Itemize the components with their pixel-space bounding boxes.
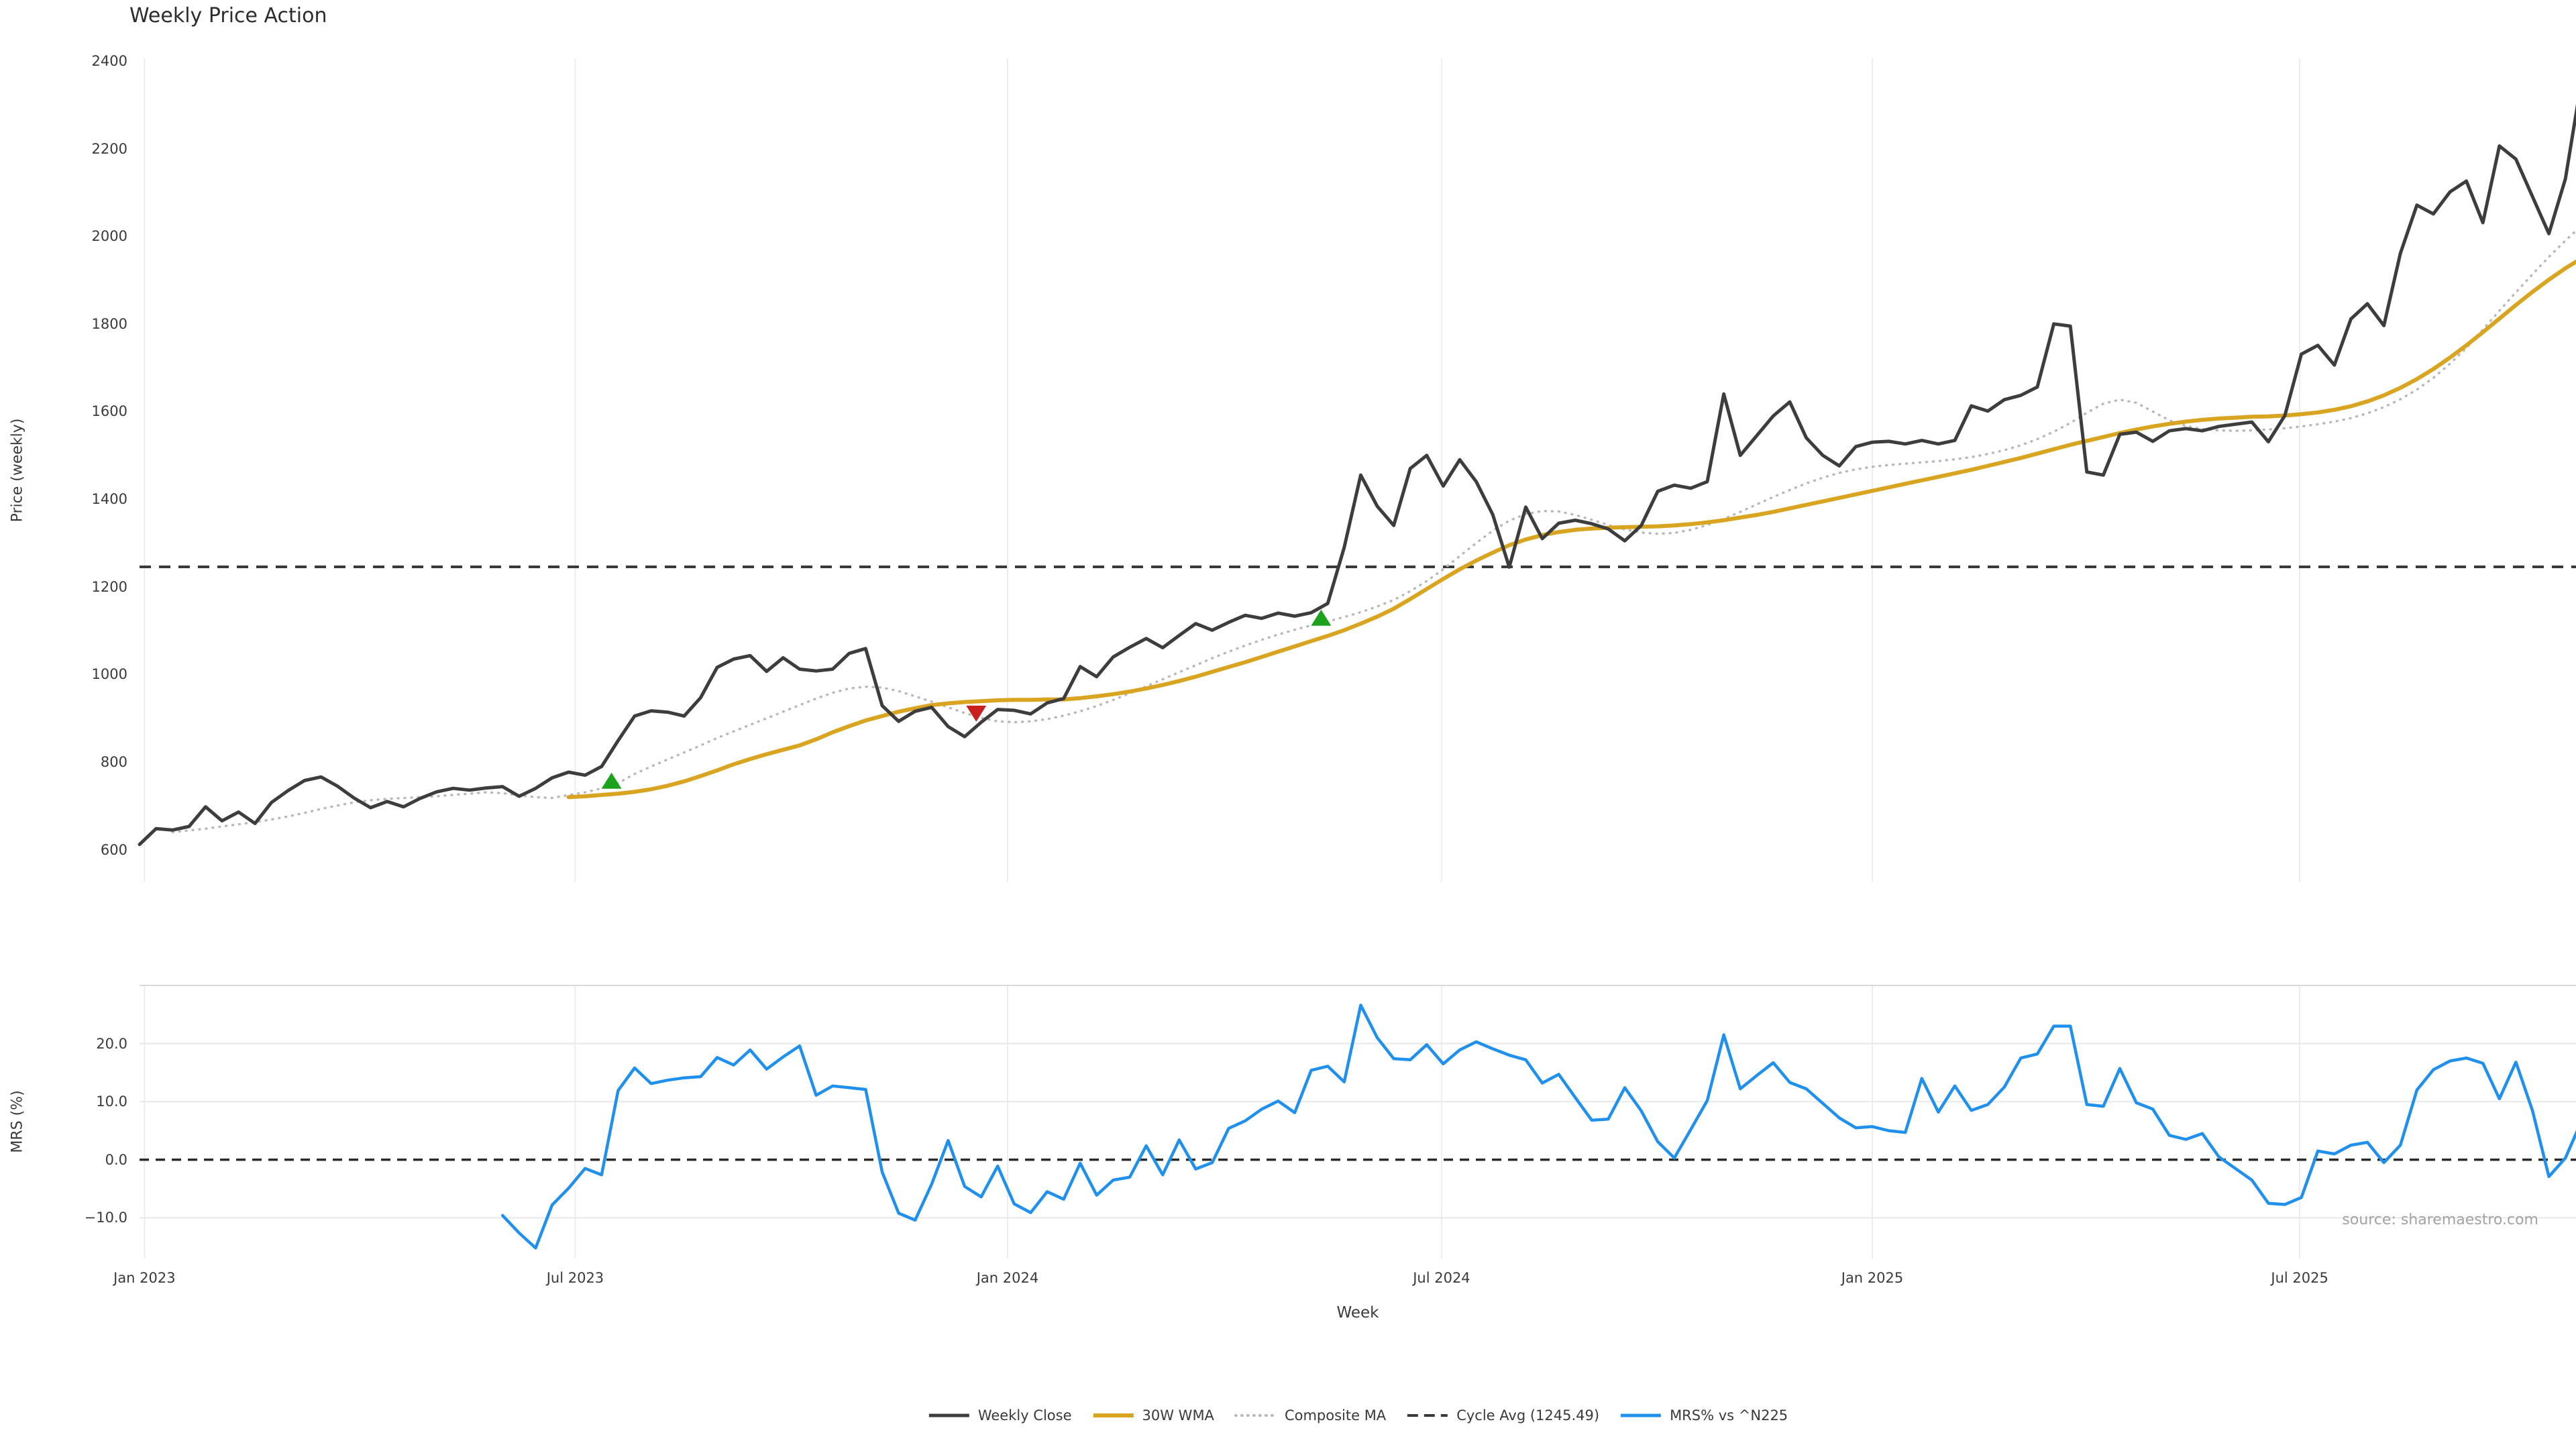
legend-item: 30W WMA bbox=[1092, 1407, 1214, 1424]
legend-swatch-dotted bbox=[1234, 1414, 1277, 1417]
legend-swatch-dashed bbox=[1407, 1414, 1448, 1417]
x-axis-label: Week bbox=[1336, 1304, 1379, 1322]
x-tick-label: Jul 2023 bbox=[546, 1270, 604, 1286]
chart-title: Weekly Price Action bbox=[129, 4, 327, 28]
price-ytick-label: 800 bbox=[100, 754, 127, 771]
price-ytick-label: 600 bbox=[100, 841, 127, 858]
legend-label: Weekly Close bbox=[977, 1407, 1072, 1424]
x-tick-label: Jan 2025 bbox=[1841, 1270, 1904, 1286]
legend-item: Weekly Close bbox=[928, 1407, 1072, 1424]
x-tick-label: Jan 2024 bbox=[976, 1270, 1039, 1286]
legend-item: Composite MA bbox=[1234, 1407, 1386, 1424]
legend-swatch-solid bbox=[928, 1413, 969, 1417]
price-ytick-label: 2200 bbox=[91, 140, 127, 157]
buy-signal-marker bbox=[1311, 609, 1332, 626]
x-tick-label: Jul 2025 bbox=[2271, 1270, 2328, 1286]
composite-ma-line bbox=[171, 229, 2576, 834]
legend-label: MRS% vs ^N225 bbox=[1670, 1407, 1788, 1424]
x-tick-label: Jan 2023 bbox=[113, 1270, 176, 1286]
price-ytick-label: 1200 bbox=[91, 578, 127, 595]
price-ytick-label: 1800 bbox=[91, 315, 127, 332]
legend-label: 30W WMA bbox=[1142, 1407, 1214, 1424]
buy-signal-marker bbox=[601, 772, 622, 789]
legend-label: Cycle Avg (1245.49) bbox=[1456, 1407, 1600, 1424]
wma30-line bbox=[566, 259, 2576, 800]
legend-item: MRS% vs ^N225 bbox=[1619, 1407, 1788, 1424]
source-note: source: sharemaestro.com bbox=[2342, 1212, 2538, 1228]
price-ytick-label: 1600 bbox=[91, 403, 127, 420]
mrs-ytick-label: 20.0 bbox=[96, 1035, 127, 1052]
price-ytick-label: 1400 bbox=[91, 491, 127, 508]
mrs-ytick-label: −10.0 bbox=[84, 1210, 127, 1226]
price-ytick-label: 2000 bbox=[91, 228, 127, 245]
mrs-line bbox=[500, 1004, 2576, 1250]
mrs-ytick-label: 10.0 bbox=[96, 1093, 127, 1110]
mrs-ytick-label: 0.0 bbox=[105, 1151, 127, 1168]
price-ytick-label: 1000 bbox=[91, 666, 127, 683]
x-tick-label: Jul 2024 bbox=[1413, 1270, 1470, 1286]
chart-legend: Weekly Close 30W WMA Composite MA Cycle Avg… bbox=[928, 1407, 1788, 1424]
legend-item: Cycle Avg (1245.49) bbox=[1406, 1407, 1599, 1424]
legend-swatch-solid bbox=[1621, 1413, 1662, 1417]
legend-label: Composite MA bbox=[1284, 1407, 1387, 1424]
weekly-close-line bbox=[138, 103, 2576, 847]
price-ytick-label: 2400 bbox=[91, 52, 127, 69]
legend-swatch-solid bbox=[1093, 1413, 1134, 1417]
sell-signal-marker bbox=[966, 705, 987, 722]
